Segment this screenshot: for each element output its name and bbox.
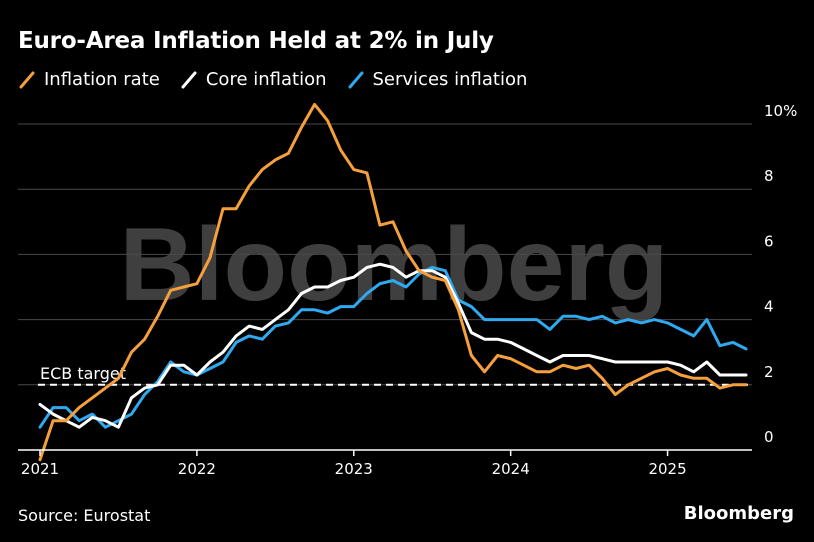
y-tick-label-4: 4 <box>764 298 774 316</box>
legend-item-inflation: Inflation rate <box>18 69 160 90</box>
legend-label-inflation: Inflation rate <box>44 69 160 90</box>
chart-legend: Inflation rate Core inflation Services i… <box>18 69 547 90</box>
legend-item-core: Core inflation <box>180 69 327 90</box>
legend-label-services: Services inflation <box>372 69 528 90</box>
ecb-target-label: ECB target <box>40 364 126 383</box>
axis-layer: 0 2 4 6 8 10% 2021 2022 2023 2024 2025 <box>18 102 797 478</box>
chart-title: Euro-Area Inflation Held at 2% in July <box>18 28 494 54</box>
legend-label-core: Core inflation <box>205 69 327 90</box>
legend-swatch-services-icon <box>348 71 363 88</box>
series-layer <box>38 102 748 462</box>
core-inflation-line <box>38 262 748 429</box>
legend-swatch-core-icon <box>181 71 197 88</box>
legend-swatch-inflation-icon <box>19 71 35 88</box>
y-tick-label-2: 2 <box>764 363 774 381</box>
y-tick-label-6: 6 <box>764 232 774 250</box>
x-tick-label-2024: 2024 <box>492 460 530 478</box>
brand-logo: Bloomberg <box>683 503 794 524</box>
x-tick-label-2022: 2022 <box>178 460 216 478</box>
x-tick-label-2021: 2021 <box>21 460 59 478</box>
x-tick-label-2025: 2025 <box>648 460 686 478</box>
target-layer: ECB target <box>38 364 748 386</box>
y-tick-label-8: 8 <box>764 167 774 185</box>
services-inflation-line <box>38 265 748 429</box>
y-tick-label-10: 10% <box>764 102 797 120</box>
x-tick-label-2023: 2023 <box>335 460 373 478</box>
y-tick-label-0: 0 <box>764 428 774 446</box>
source-note: Source: Eurostat <box>18 506 151 525</box>
legend-item-services: Services inflation <box>347 69 528 90</box>
inflation-rate-line <box>38 102 748 462</box>
